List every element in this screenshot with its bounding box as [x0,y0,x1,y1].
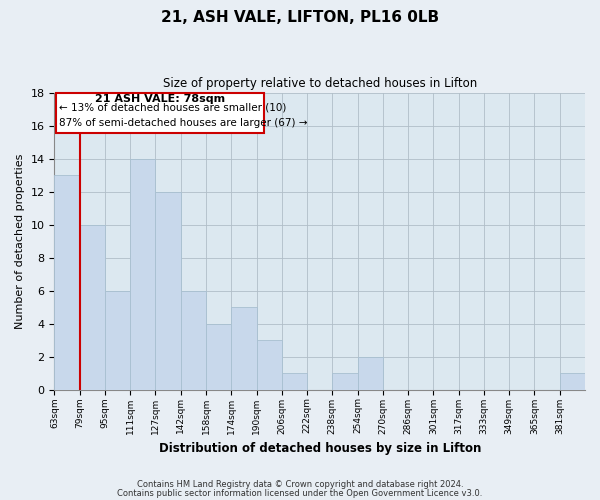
Text: Contains HM Land Registry data © Crown copyright and database right 2024.: Contains HM Land Registry data © Crown c… [137,480,463,489]
Bar [105,291,130,390]
Text: 21, ASH VALE, LIFTON, PL16 0LB: 21, ASH VALE, LIFTON, PL16 0LB [161,10,439,25]
FancyBboxPatch shape [56,93,264,132]
Bar [231,308,257,390]
Text: Contains public sector information licensed under the Open Government Licence v3: Contains public sector information licen… [118,488,482,498]
Bar [181,291,206,390]
Bar [332,373,358,390]
Bar [55,176,80,390]
Bar [130,159,155,390]
Bar [80,225,105,390]
Bar [206,324,231,390]
Y-axis label: Number of detached properties: Number of detached properties [15,154,25,329]
Bar [155,192,181,390]
Text: 87% of semi-detached houses are larger (67) →: 87% of semi-detached houses are larger (… [59,118,308,128]
Text: ← 13% of detached houses are smaller (10): ← 13% of detached houses are smaller (10… [59,103,287,113]
Bar [282,373,307,390]
Title: Size of property relative to detached houses in Lifton: Size of property relative to detached ho… [163,78,477,90]
Text: 21 ASH VALE: 78sqm: 21 ASH VALE: 78sqm [95,94,225,104]
Bar [257,340,282,390]
X-axis label: Distribution of detached houses by size in Lifton: Distribution of detached houses by size … [158,442,481,455]
Bar [358,356,383,390]
Bar [560,373,585,390]
